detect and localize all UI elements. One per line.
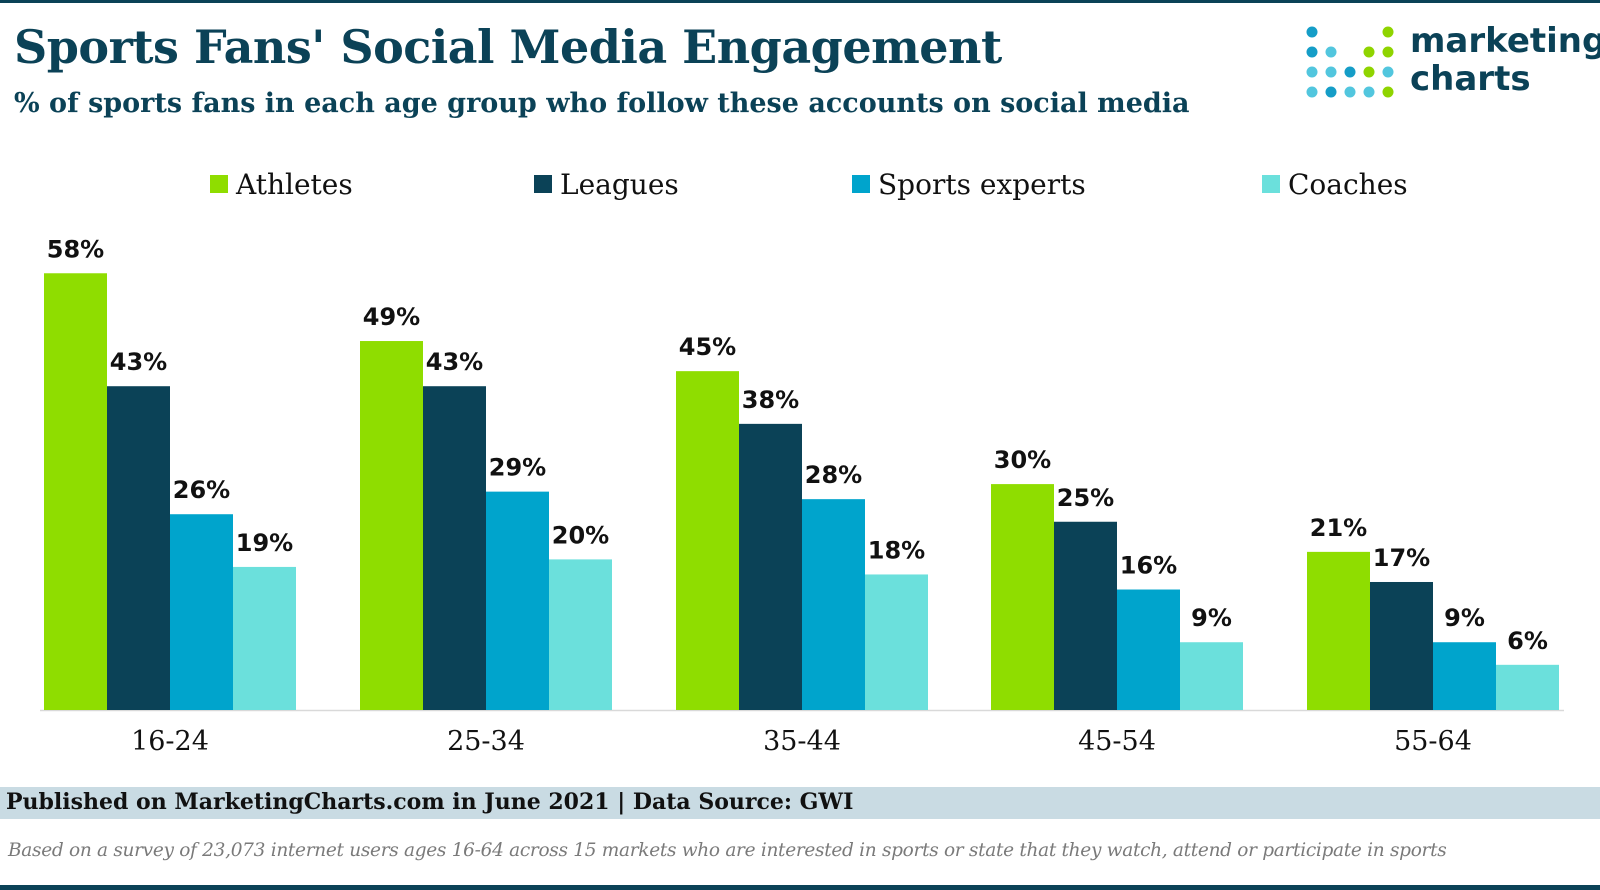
bar-leagues-25-34 [423, 386, 486, 710]
logo-line-1: marketing [1410, 21, 1600, 61]
bar-athletes-45-54 [991, 484, 1054, 710]
data-label-athletes-16-24: 58% [47, 235, 104, 263]
bottom-rule [0, 885, 1600, 890]
marketing-charts-logo: marketing charts [1306, 22, 1600, 104]
x-tick-label-55-64: 55-64 [1394, 726, 1472, 757]
logo-line-2: charts [1410, 59, 1531, 99]
x-tick-label-35-44: 35-44 [763, 726, 841, 757]
chart-legend: Athletes Leagues Sports experts Coaches [0, 164, 1600, 204]
data-label-athletes-45-54: 30% [994, 446, 1051, 474]
data-label-coaches-55-64: 6% [1507, 627, 1548, 655]
x-tick-label-25-34: 25-34 [447, 726, 525, 757]
chart-title: Sports Fans' Social Media Engagement [14, 20, 1002, 74]
legend-label-athletes: Athletes [236, 167, 353, 201]
legend-swatch-sports-experts [852, 175, 870, 193]
chart-subtitle: % of sports fans in each age group who f… [14, 88, 1190, 119]
data-label-coaches-35-44: 18% [868, 536, 925, 564]
legend-swatch-athletes [210, 175, 228, 193]
data-label-leagues-25-34: 43% [426, 348, 483, 376]
data-label-coaches-16-24: 19% [236, 529, 293, 557]
published-source-text: Published on MarketingCharts.com in June… [6, 789, 854, 815]
data-label-athletes-35-44: 45% [679, 333, 736, 361]
x-tick-label-16-24: 16-24 [131, 726, 209, 757]
data-label-coaches-25-34: 20% [552, 521, 609, 549]
bar-sports-experts-25-34 [486, 491, 549, 710]
bar-athletes-16-24 [44, 273, 107, 710]
bar-leagues-16-24 [107, 386, 170, 710]
bar-athletes-25-34 [360, 341, 423, 710]
data-label-leagues-45-54: 25% [1057, 484, 1114, 512]
data-label-sports-experts-25-34: 29% [489, 454, 546, 482]
legend-label-coaches: Coaches [1288, 167, 1408, 201]
legend-item-athletes: Athletes [210, 164, 353, 204]
legend-label-sports-experts: Sports experts [878, 167, 1086, 201]
bar-sports-experts-55-64 [1433, 642, 1496, 710]
bar-chart: 58%43%26%19%16-2449%43%29%20%25-3445%38%… [40, 235, 1564, 757]
bar-athletes-35-44 [676, 371, 739, 710]
footer-band: Published on MarketingCharts.com in June… [0, 787, 1600, 819]
bar-athletes-55-64 [1307, 551, 1370, 710]
legend-label-leagues: Leagues [560, 167, 679, 201]
legend-item-sports-experts: Sports experts [852, 164, 1086, 204]
data-label-athletes-25-34: 49% [363, 303, 420, 331]
bar-coaches-16-24 [233, 566, 296, 710]
bar-sports-experts-45-54 [1117, 589, 1180, 710]
data-label-sports-experts-35-44: 28% [805, 461, 862, 489]
data-label-sports-experts-16-24: 26% [173, 476, 230, 504]
bar-coaches-45-54 [1180, 642, 1243, 710]
bar-leagues-35-44 [739, 423, 802, 710]
logo-dots-icon [1306, 26, 1394, 98]
bar-leagues-55-64 [1370, 581, 1433, 710]
x-tick-label-45-54: 45-54 [1078, 726, 1156, 757]
survey-note: Based on a survey of 23,073 internet use… [8, 840, 1447, 861]
data-label-sports-experts-55-64: 9% [1444, 604, 1485, 632]
data-label-athletes-55-64: 21% [1310, 514, 1367, 542]
top-rule [0, 0, 1600, 3]
logo-wordmark: marketing charts [1410, 22, 1600, 98]
data-label-leagues-55-64: 17% [1373, 544, 1430, 572]
legend-swatch-coaches [1262, 175, 1280, 193]
data-label-leagues-35-44: 38% [742, 386, 799, 414]
legend-item-leagues: Leagues [534, 164, 679, 204]
legend-swatch-leagues [534, 175, 552, 193]
data-label-coaches-45-54: 9% [1191, 604, 1232, 632]
bar-sports-experts-35-44 [802, 499, 865, 710]
legend-item-coaches: Coaches [1262, 164, 1408, 204]
bar-coaches-25-34 [549, 559, 612, 710]
bar-coaches-35-44 [865, 574, 928, 710]
bar-leagues-45-54 [1054, 521, 1117, 710]
data-label-sports-experts-45-54: 16% [1120, 552, 1177, 580]
bar-coaches-55-64 [1496, 664, 1559, 710]
bar-sports-experts-16-24 [170, 514, 233, 710]
data-label-leagues-16-24: 43% [110, 348, 167, 376]
